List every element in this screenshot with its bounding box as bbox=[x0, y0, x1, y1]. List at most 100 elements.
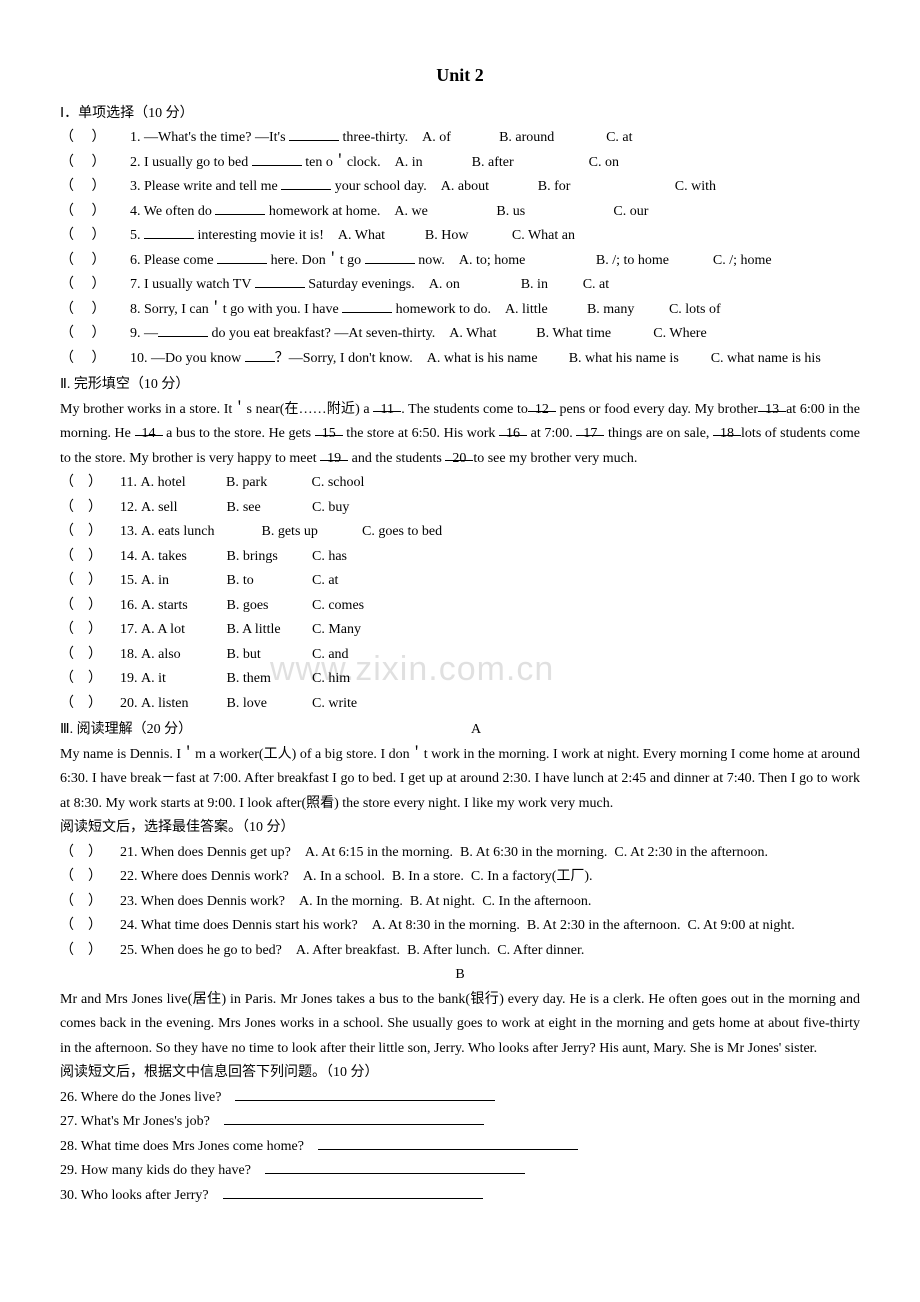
question-stem: Where does Dennis work? bbox=[141, 869, 289, 884]
answer-blank bbox=[144, 225, 194, 239]
answer-blank bbox=[281, 176, 331, 190]
option-c: C. goes to bed bbox=[362, 520, 442, 545]
answer-blank bbox=[158, 323, 208, 337]
section-2: Ⅱ. 完形填空（10 分） My brother works in a stor… bbox=[60, 373, 860, 716]
option-b: B. park bbox=[226, 471, 301, 496]
question-stem: —Do you know ？—Sorry, I don't know. bbox=[151, 351, 413, 366]
question-stem: Please write and tell me your school day… bbox=[144, 179, 427, 194]
option-c: C. write bbox=[312, 692, 357, 717]
cloze-blank: 16 bbox=[499, 422, 527, 436]
question-number: 9. bbox=[130, 326, 144, 341]
option-c: C. At 2:30 in the afternoon. bbox=[614, 841, 768, 866]
question-number: 22. bbox=[120, 869, 141, 884]
option-b: B. in bbox=[521, 273, 576, 298]
question-number: 27. bbox=[60, 1114, 81, 1129]
question-number: 20. bbox=[120, 696, 141, 711]
answer-line bbox=[318, 1136, 578, 1150]
answer-paren: （ ） bbox=[60, 692, 120, 717]
option-c: C. school bbox=[311, 471, 364, 496]
option-a: A. it bbox=[141, 667, 216, 692]
mc-question: （ ）8. Sorry, I can＇t go with you. I have… bbox=[60, 298, 860, 323]
open-question: 28. What time does Mrs Jones come home? bbox=[60, 1135, 860, 1160]
question-number: 3. bbox=[130, 179, 144, 194]
question-stem: Please come here. Don＇t go now. bbox=[144, 253, 445, 268]
question-number: 5. bbox=[130, 228, 144, 243]
cloze-option-row: （ ）18. A. also B. but C. and bbox=[60, 643, 860, 668]
option-a: A. In a school. bbox=[303, 865, 385, 890]
question-number: 13. bbox=[120, 524, 141, 539]
question-number: 10. bbox=[130, 351, 151, 366]
answer-paren: （ ） bbox=[60, 890, 120, 915]
option-a: A. also bbox=[141, 643, 216, 668]
answer-paren: （ ） bbox=[60, 914, 120, 939]
mc-question: （ ）9. — do you eat breakfast? —At seven-… bbox=[60, 322, 860, 347]
option-c: C. on bbox=[589, 151, 649, 176]
option-a: A. starts bbox=[141, 594, 216, 619]
question-number: 1. bbox=[130, 130, 144, 145]
question-stem: When does he go to bed? bbox=[141, 943, 282, 958]
answer-paren: （ ） bbox=[60, 569, 120, 594]
cloze-blank: 12 bbox=[528, 398, 556, 412]
answer-paren: （ ） bbox=[60, 273, 130, 298]
question-stem: What's Mr Jones's job? bbox=[81, 1114, 210, 1129]
option-c: C. In a factory(工厂). bbox=[471, 865, 593, 890]
answer-paren: （ ） bbox=[60, 841, 120, 866]
section-2-heading: Ⅱ. 完形填空（10 分） bbox=[60, 373, 860, 398]
option-a: A. of bbox=[422, 126, 492, 151]
option-c: C. comes bbox=[312, 594, 364, 619]
option-c: C. Many bbox=[312, 618, 361, 643]
answer-paren: （ ） bbox=[60, 618, 120, 643]
question-number: 30. bbox=[60, 1188, 81, 1203]
passage-b-instruction: 阅读短文后，根据文中信息回答下列问题。（10 分） bbox=[60, 1061, 860, 1086]
mc-question: （ ）7. I usually watch TV Saturday evenin… bbox=[60, 273, 860, 298]
answer-paren: （ ） bbox=[60, 594, 120, 619]
document-content: Unit 2 Ⅰ．单项选择（10 分） （ ）1. —What's the ti… bbox=[60, 60, 860, 1208]
answer-paren: （ ） bbox=[60, 249, 130, 274]
option-c: C. at bbox=[312, 569, 338, 594]
option-b: B. How bbox=[425, 224, 505, 249]
cloze-option-row: （ ）16. A. starts B. goes C. comes bbox=[60, 594, 860, 619]
question-stem: What time does Mrs Jones come home? bbox=[81, 1139, 304, 1154]
cloze-blank: 11 bbox=[373, 398, 401, 412]
open-question: 27. What's Mr Jones's job? bbox=[60, 1110, 860, 1135]
question-stem: How many kids do they have? bbox=[81, 1163, 251, 1178]
answer-paren: （ ） bbox=[60, 471, 120, 496]
answer-line bbox=[235, 1087, 495, 1101]
option-b: B. At 6:30 in the morning. bbox=[460, 841, 607, 866]
option-c: C. him bbox=[312, 667, 350, 692]
option-b: B. around bbox=[499, 126, 599, 151]
answer-line bbox=[223, 1185, 483, 1199]
question-stem: — do you eat breakfast? —At seven-thirty… bbox=[144, 326, 435, 341]
option-a: A. what is his name bbox=[427, 347, 562, 372]
question-number: 6. bbox=[130, 253, 144, 268]
answer-paren: （ ） bbox=[60, 298, 130, 323]
option-a: A. in bbox=[395, 151, 465, 176]
question-number: 12. bbox=[120, 500, 141, 515]
cloze-option-row: （ ）15. A. in B. to C. at bbox=[60, 569, 860, 594]
cloze-blank: 15 bbox=[315, 422, 343, 436]
option-a: A. A lot bbox=[141, 618, 216, 643]
option-a: A. we bbox=[394, 200, 489, 225]
question-number: 23. bbox=[120, 894, 141, 909]
mc-question: （ ）2. I usually go to bed ten o＇clock. A… bbox=[60, 151, 860, 176]
answer-line bbox=[265, 1160, 525, 1174]
answer-paren: （ ） bbox=[60, 224, 130, 249]
question-number: 17. bbox=[120, 622, 141, 637]
answer-blank bbox=[365, 250, 415, 264]
answer-paren: （ ） bbox=[60, 126, 130, 151]
option-b: B. them bbox=[227, 667, 302, 692]
question-number: 18. bbox=[120, 647, 141, 662]
cloze-option-row: （ ）19. A. it B. them C. him bbox=[60, 667, 860, 692]
answer-blank bbox=[342, 299, 392, 313]
cloze-blank: 17 bbox=[576, 422, 604, 436]
open-question: 29. How many kids do they have? bbox=[60, 1159, 860, 1184]
reading-question: （ ）24. What time does Dennis start his w… bbox=[60, 914, 860, 939]
option-b: B. to bbox=[227, 569, 302, 594]
open-question: 26. Where do the Jones live? bbox=[60, 1086, 860, 1111]
option-b: B. What time bbox=[536, 322, 646, 347]
question-number: 21. bbox=[120, 845, 141, 860]
answer-paren: （ ） bbox=[60, 200, 130, 225]
question-number: 16. bbox=[120, 598, 141, 613]
mc-question: （ ）3. Please write and tell me your scho… bbox=[60, 175, 860, 200]
answer-paren: （ ） bbox=[60, 347, 130, 372]
